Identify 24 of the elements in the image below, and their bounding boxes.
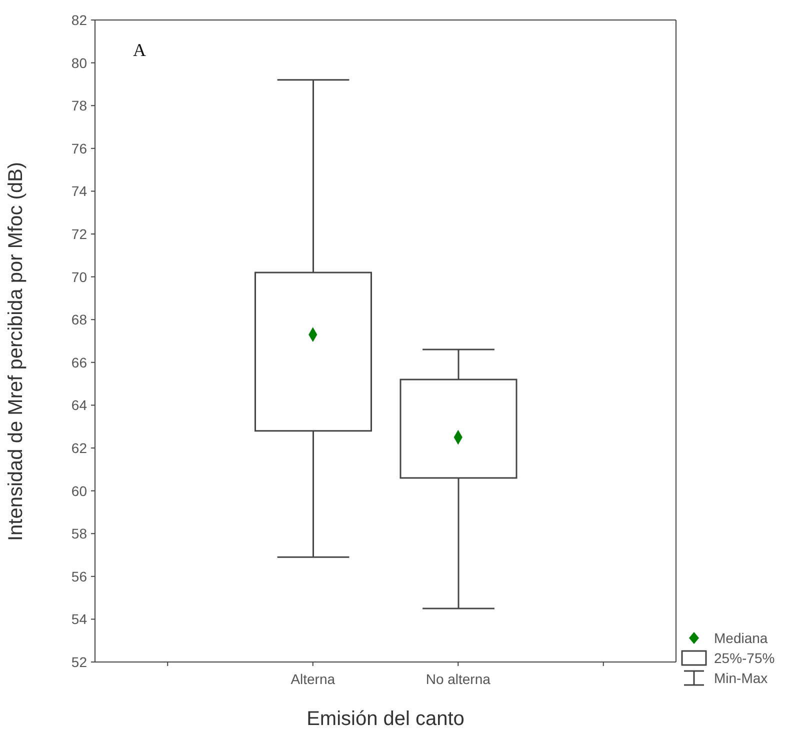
x-tick-label: No alterna [426,670,491,687]
text: Min-Max [714,669,768,688]
y-axis-title: Intensidad de Mref percibida por Mfoc (dB) [5,162,28,541]
x-axis-title: Emisión del canto [306,708,464,730]
y-tick-label: 64 [71,397,88,414]
y-tick-label: 58 [71,526,88,542]
y-tick-label: 56 [71,568,88,584]
y-tick-label: 66 [71,354,88,370]
text: Mediana [714,629,768,648]
y-tick-label: 70 [71,268,88,285]
y-tick-label: 72 [71,226,88,242]
x-tick-label: Alterna [290,670,336,687]
y-tick-label: 62 [71,440,88,456]
annotation: A [133,40,146,61]
y-tick-label: 52 [71,654,88,670]
y-tick-label: 68 [71,312,88,328]
y-tick-label: 54 [71,611,88,628]
y-tick-label: 82 [71,12,88,28]
text: 25%-75% [714,649,775,668]
y-tick-label: 80 [71,54,88,71]
y-tick-label: 78 [71,98,88,114]
y-tick-label: 76 [71,140,88,156]
y-tick-label: 60 [71,482,88,499]
y-tick-label: 74 [71,183,88,200]
